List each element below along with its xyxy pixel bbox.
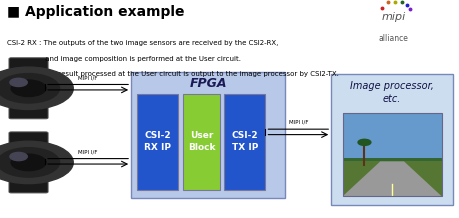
Circle shape xyxy=(0,74,60,103)
Circle shape xyxy=(11,154,46,171)
Bar xyxy=(137,94,178,190)
Bar xyxy=(330,74,452,205)
Text: CSI-2 TX : The result processed at the User circuit is output to the image proce: CSI-2 TX : The result processed at the U… xyxy=(7,71,338,77)
Circle shape xyxy=(0,141,73,184)
Circle shape xyxy=(0,148,60,177)
Text: CSI-2 RX : The outputs of the two image sensors are received by the CSI2-RX,: CSI-2 RX : The outputs of the two image … xyxy=(7,40,278,46)
Text: MIPI I/F: MIPI I/F xyxy=(78,149,98,154)
Text: CSI-2
TX IP: CSI-2 TX IP xyxy=(231,131,257,152)
Bar xyxy=(224,94,265,190)
Bar xyxy=(342,113,441,161)
FancyBboxPatch shape xyxy=(9,58,48,119)
Bar xyxy=(342,161,441,196)
Circle shape xyxy=(10,78,27,87)
Bar xyxy=(342,113,441,196)
Polygon shape xyxy=(342,161,441,196)
Text: mipi: mipi xyxy=(381,12,404,22)
Bar xyxy=(131,72,285,198)
Bar xyxy=(183,94,219,190)
Text: User
Block: User Block xyxy=(187,131,215,152)
Text: CSI-2
RX IP: CSI-2 RX IP xyxy=(144,131,171,152)
Text: FPGA: FPGA xyxy=(189,77,226,90)
FancyBboxPatch shape xyxy=(9,132,48,193)
Circle shape xyxy=(0,67,73,109)
Text: MIPI I/F: MIPI I/F xyxy=(288,120,308,125)
Text: and image composition is performed at the User circuit.: and image composition is performed at th… xyxy=(7,56,241,62)
Circle shape xyxy=(357,139,370,145)
Text: alliance: alliance xyxy=(378,34,407,43)
Text: ■ Application example: ■ Application example xyxy=(7,5,184,19)
Bar xyxy=(342,158,441,165)
Text: Image processor,
etc.: Image processor, etc. xyxy=(349,81,433,104)
Circle shape xyxy=(10,152,27,161)
Circle shape xyxy=(11,80,46,97)
Text: MIPI I/F: MIPI I/F xyxy=(78,75,98,80)
